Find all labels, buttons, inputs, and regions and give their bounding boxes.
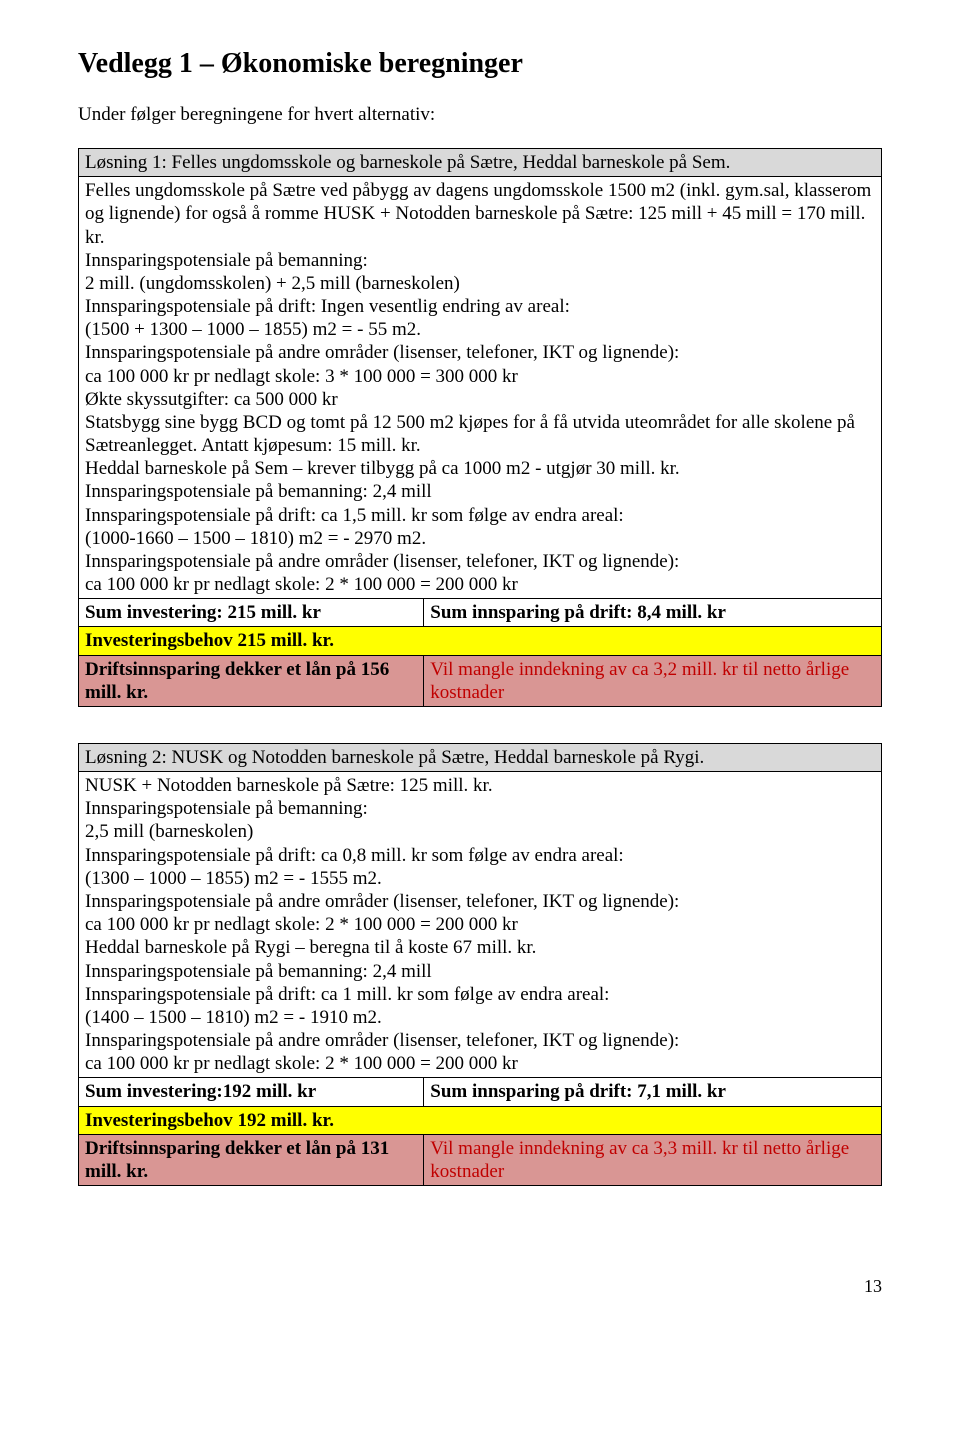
table2-header: Løsning 2: NUSK og Notodden barneskole p… [79, 743, 882, 771]
table2-driftsinnsparing: Driftsinnsparing dekker et lån på 131 mi… [79, 1134, 424, 1185]
table1-driftsinnsparing: Driftsinnsparing dekker et lån på 156 mi… [79, 655, 424, 706]
table2-mangle: Vil mangle inndekning av ca 3,3 mill. kr… [424, 1134, 882, 1185]
table1-sum-save: Sum innsparing på drift: 8,4 mill. kr [424, 599, 882, 627]
intro-text: Under følger beregningene for hvert alte… [78, 104, 882, 126]
table1-body: Felles ungdomsskole på Sætre ved påbygg … [79, 177, 882, 599]
table1-sum-invest: Sum investering: 215 mill. kr [79, 599, 424, 627]
page-number: 13 [78, 1276, 882, 1297]
table-losning-2: Løsning 2: NUSK og Notodden barneskole p… [78, 743, 882, 1186]
table2-sum-invest: Sum investering:192 mill. kr [79, 1078, 424, 1106]
table1-header: Løsning 1: Felles ungdomsskole og barnes… [79, 149, 882, 177]
table1-mangle: Vil mangle inndekning av ca 3,2 mill. kr… [424, 655, 882, 706]
table2-investeringsbehov: Investeringsbehov 192 mill. kr. [79, 1106, 882, 1134]
table1-investeringsbehov: Investeringsbehov 215 mill. kr. [79, 627, 882, 655]
page-title: Vedlegg 1 – Økonomiske beregninger [78, 48, 882, 80]
table2-sum-save: Sum innsparing på drift: 7,1 mill. kr [424, 1078, 882, 1106]
page-container: Vedlegg 1 – Økonomiske beregninger Under… [0, 0, 960, 1337]
table2-body: NUSK + Notodden barneskole på Sætre: 125… [79, 772, 882, 1078]
table-losning-1: Løsning 1: Felles ungdomsskole og barnes… [78, 148, 882, 707]
